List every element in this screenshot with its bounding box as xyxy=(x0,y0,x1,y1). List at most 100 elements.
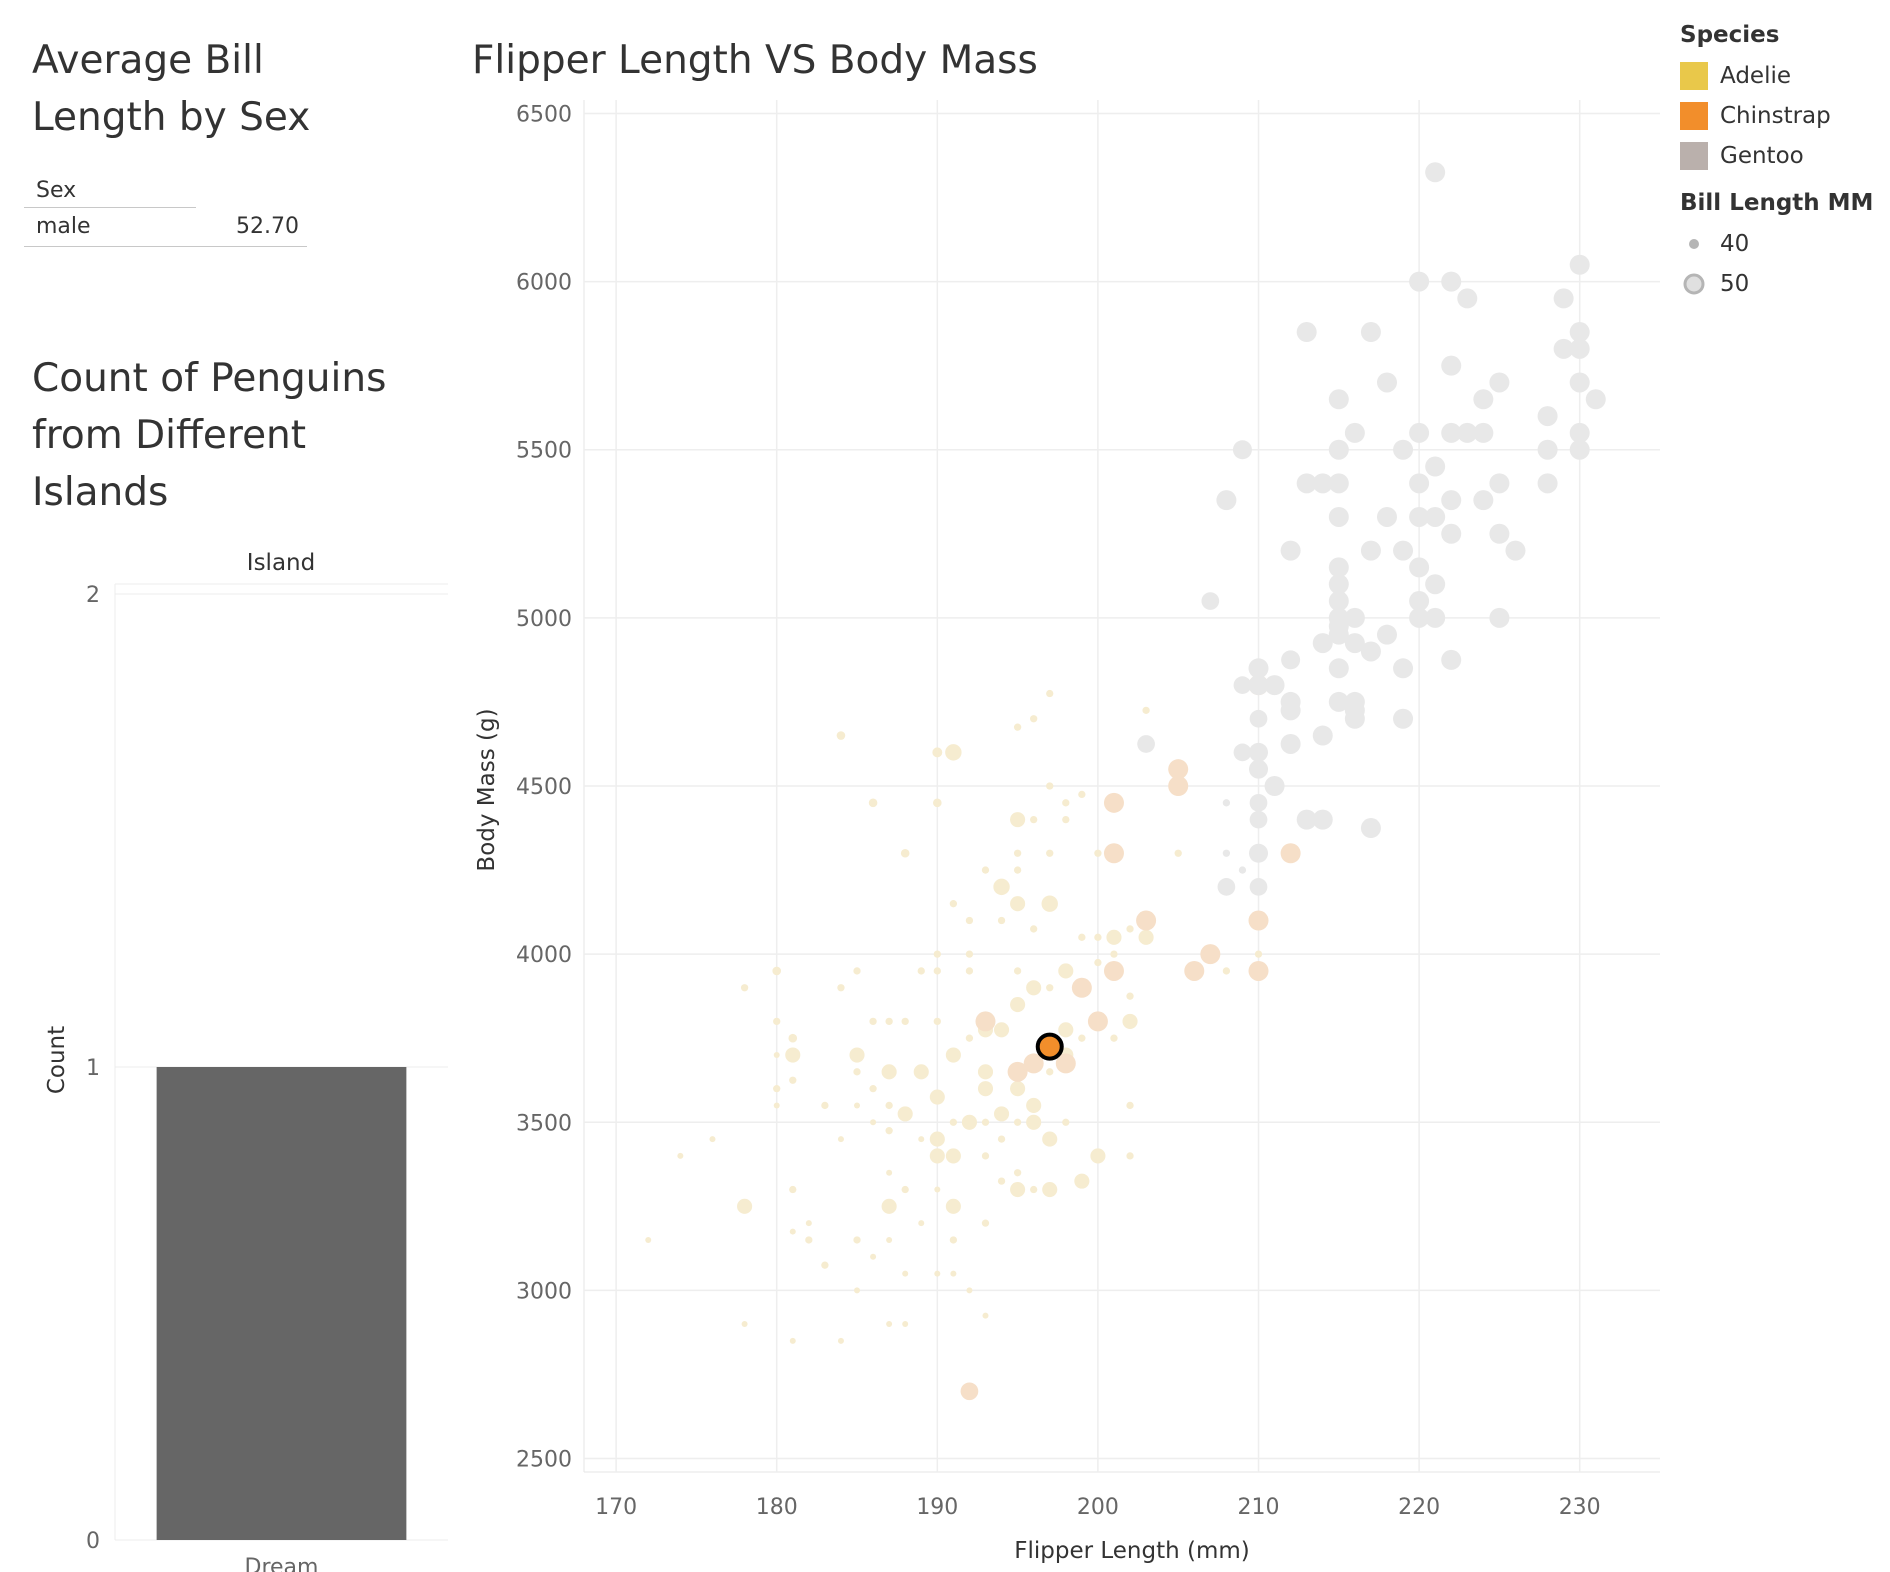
scatter-point-adelie xyxy=(961,1114,977,1130)
scatter-point-adelie xyxy=(1222,967,1231,975)
legend-size-label: 40 xyxy=(1720,231,1750,257)
scatter-point-gentoo xyxy=(1344,422,1365,443)
scatter-point-adelie xyxy=(1110,950,1118,958)
scatter-point-adelie xyxy=(1030,715,1038,723)
scatter-point-chinstrap xyxy=(1071,977,1092,998)
scatter-point-gentoo xyxy=(1248,658,1269,679)
scatter-point-gentoo xyxy=(1537,439,1558,460)
scatter-point-adelie xyxy=(789,1228,796,1235)
scatter-point-gentoo xyxy=(1249,742,1269,762)
scatter-point-adelie xyxy=(1126,1152,1134,1160)
table-row[interactable]: male 52.70 xyxy=(24,208,307,247)
scatter-point-adelie xyxy=(1126,1101,1134,1110)
scatter-point-chinstrap xyxy=(1055,1053,1076,1074)
scatter-point-gentoo xyxy=(1328,624,1349,645)
scatter-point-adelie xyxy=(886,1169,893,1176)
scatter-point-adelie xyxy=(897,1106,913,1122)
scatter-point-gentoo xyxy=(1249,793,1268,812)
scatter-point-adelie xyxy=(913,1064,929,1080)
scatter-y-tick-label: 6000 xyxy=(516,271,572,296)
scatter-point-chinstrap xyxy=(1103,843,1124,864)
legend: Species Adelie Chinstrap Gentoo Bill Len… xyxy=(1680,22,1880,304)
size-legend-title: Bill Length MM xyxy=(1680,190,1874,216)
scatter-point-gentoo xyxy=(1312,725,1333,746)
scatter-point-adelie xyxy=(977,1064,994,1080)
scatter-point-gentoo xyxy=(1312,809,1333,830)
scatter-point-adelie xyxy=(1041,895,1058,912)
scatter-point-gentoo xyxy=(1360,540,1381,561)
species-legend-title: Species xyxy=(1680,22,1780,48)
scatter-point-gentoo xyxy=(1393,658,1414,679)
legend-item-chinstrap[interactable]: Chinstrap xyxy=(1680,96,1880,136)
scatter-point-adelie xyxy=(949,1236,958,1244)
scatter-point-adelie xyxy=(1013,723,1022,731)
scatter-y-tick-label: 3000 xyxy=(516,1279,572,1304)
scatter-point-gentoo xyxy=(1489,372,1510,393)
scatter-point-adelie xyxy=(1094,958,1102,967)
scatter-point-gentoo xyxy=(1409,506,1430,527)
bill-length-title-line-2: Length by Sex xyxy=(32,95,311,140)
scatter-point-gentoo xyxy=(1280,700,1301,721)
scatter-point-adelie xyxy=(1074,1173,1090,1189)
size-50-circle-icon xyxy=(1683,273,1705,295)
scatter-point-adelie xyxy=(949,900,958,908)
bill-length-value-cell: 52.70 xyxy=(236,214,299,239)
scatter-point-adelie xyxy=(934,1186,941,1193)
scatter-point-adelie xyxy=(1010,997,1026,1013)
scatter-point-adelie xyxy=(945,1198,961,1214)
scatter-point-adelie xyxy=(945,1148,961,1164)
scatter-point-adelie xyxy=(805,1236,813,1244)
scatter-point-gentoo xyxy=(1328,691,1349,712)
scatter-point-gentoo xyxy=(1222,849,1231,857)
scatter-point-gentoo xyxy=(1473,490,1494,511)
scatter-point-gentoo xyxy=(1249,878,1268,896)
bar-dream xyxy=(156,1067,407,1540)
scatter-point-adelie xyxy=(929,1131,945,1147)
legend-item-gentoo[interactable]: Gentoo xyxy=(1680,136,1880,176)
scatter-point-chinstrap xyxy=(1280,843,1301,864)
bar-y-tick-label: 2 xyxy=(86,583,100,608)
scatter-point-gentoo xyxy=(1441,422,1462,443)
scatter-x-tick-label: 180 xyxy=(756,1495,798,1520)
scatter-point-adelie xyxy=(934,1270,941,1277)
scatter-point-gentoo xyxy=(1249,709,1268,728)
scatter-point-adelie xyxy=(1062,815,1070,824)
scatter-point-adelie xyxy=(945,1047,961,1063)
scatter-point-gentoo xyxy=(1441,649,1462,670)
scatter-point-gentoo xyxy=(1216,490,1237,511)
legend-item-adelie[interactable]: Adelie xyxy=(1680,56,1880,96)
scatter-point-adelie xyxy=(773,1102,780,1109)
scatter-point-gentoo xyxy=(1233,676,1252,694)
scatter-points xyxy=(645,162,1606,1401)
scatter-point-adelie xyxy=(869,1017,877,1026)
scatter-point-gentoo xyxy=(1328,557,1349,578)
scatter-point-adelie xyxy=(881,1064,897,1080)
scatter-point-gentoo xyxy=(1248,675,1269,696)
scatter-y-tick-label: 4500 xyxy=(516,775,572,800)
scatter-point-gentoo xyxy=(1441,271,1462,292)
bill-length-title-line-1: Average Bill xyxy=(32,38,264,83)
scatter-point-chinstrap xyxy=(1248,910,1269,931)
scatter-point-adelie xyxy=(773,1084,781,1093)
scatter-point-gentoo xyxy=(1409,557,1430,578)
scatter-point-adelie xyxy=(997,916,1006,925)
scatter-point-adelie xyxy=(1046,849,1054,857)
scatter-point-gentoo xyxy=(1328,439,1349,460)
scatter-x-tick-label: 220 xyxy=(1398,1495,1440,1520)
scatter-point-adelie xyxy=(645,1236,652,1243)
scatter-point-adelie xyxy=(1010,896,1026,912)
scatter-point-gentoo xyxy=(1296,322,1317,343)
scatter-point-adelie xyxy=(1030,815,1038,824)
scatter-point-gentoo xyxy=(1328,658,1349,679)
scatter-y-axis-title: Body Mass (g) xyxy=(474,708,500,871)
scatter-point-adelie xyxy=(982,1312,989,1319)
scatter-point-gentoo xyxy=(1409,271,1430,292)
scatter-y-tick-labels: 2500 3000 3500 4000 4500 5000 5500 6000 6500 xyxy=(516,102,572,1472)
scatter-point-chinstrap xyxy=(1248,960,1269,981)
scatter-x-tick-labels: 170 180 190 200 210 220 230 xyxy=(595,1495,1601,1520)
scatter-point-chinstrap xyxy=(1184,960,1205,981)
legend-size-label: 50 xyxy=(1720,271,1750,297)
bar-marks xyxy=(156,1067,407,1540)
scatter-point-gentoo xyxy=(1441,355,1462,376)
scatter-point-gentoo xyxy=(1376,506,1397,527)
